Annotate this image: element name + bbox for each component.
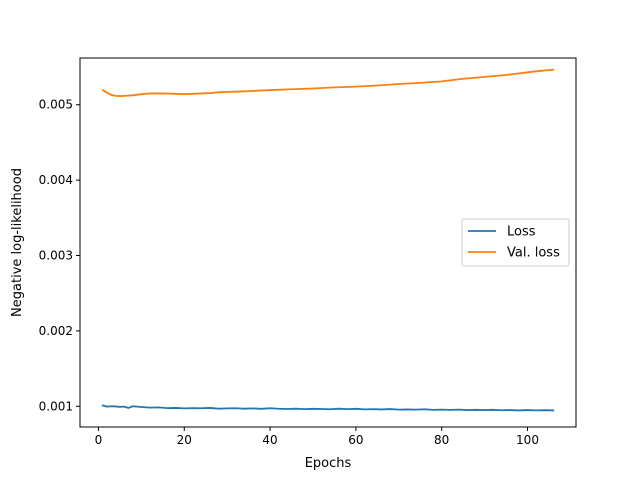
y-tick-label: 0.002 <box>39 324 73 338</box>
legend: Loss Val. loss <box>461 218 570 267</box>
legend-label: Loss <box>507 225 536 240</box>
plot-frame <box>79 57 577 428</box>
y-tick-label: 0.001 <box>39 399 73 413</box>
y-tick-label: 0.005 <box>39 98 73 112</box>
series-line-loss <box>101 404 555 412</box>
legend-label: Val. loss <box>507 246 560 261</box>
x-axis-label: Epochs <box>305 456 352 471</box>
y-axis-ticks: 0.001 0.002 0.003 0.004 0.005 <box>39 98 80 413</box>
x-tick-label: 40 <box>262 433 277 447</box>
x-tick-label: 0 <box>95 433 103 447</box>
x-tick-label: 60 <box>348 433 363 447</box>
x-tick-label: 80 <box>434 433 449 447</box>
x-tick-label: 20 <box>177 433 192 447</box>
series-layer <box>101 68 555 412</box>
x-tick-label: 100 <box>516 433 539 447</box>
y-tick-label: 0.004 <box>39 173 73 187</box>
y-tick-label: 0.003 <box>39 249 73 263</box>
x-axis-ticks: 0 20 40 60 80 100 <box>95 427 539 447</box>
series-line-val-loss <box>101 68 555 97</box>
y-axis-label: Negative log-likelihood <box>10 168 25 317</box>
